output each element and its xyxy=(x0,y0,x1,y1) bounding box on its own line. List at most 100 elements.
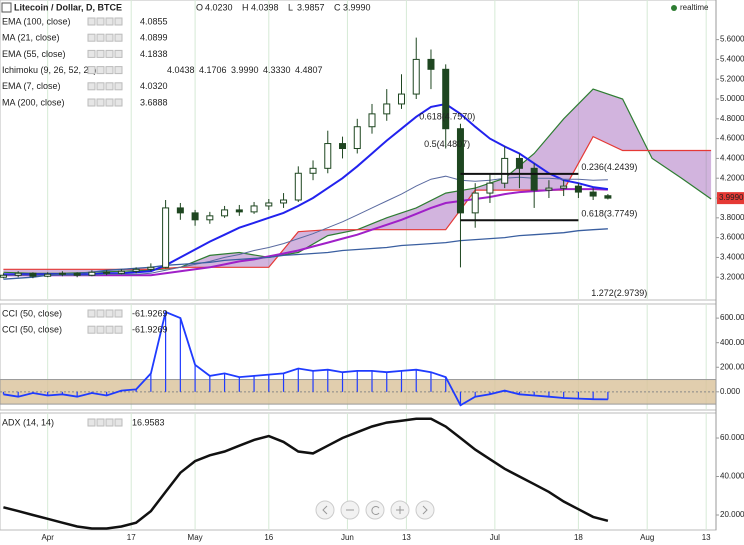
legend-button xyxy=(87,325,96,334)
legend-button xyxy=(87,49,96,58)
legend-name: CCI (50, close) xyxy=(2,325,62,335)
legend-button xyxy=(96,82,105,91)
candle-body xyxy=(353,126,361,150)
y-tick-label: 3.4000 xyxy=(720,253,744,262)
legend-button xyxy=(114,418,123,427)
candle-body xyxy=(221,209,229,217)
legend-button xyxy=(87,17,96,26)
candle-body xyxy=(427,58,435,70)
legend-name: ADX (14, 14) xyxy=(2,417,54,427)
y-tick-label: 4.2000 xyxy=(720,173,744,182)
candle-body xyxy=(88,271,96,276)
y-tick-label: 400.000 xyxy=(720,338,744,347)
last-price-label: 3.9990 xyxy=(719,193,744,202)
candle-body xyxy=(604,195,612,199)
y-tick-label: 3.8000 xyxy=(720,213,744,222)
candle-body xyxy=(456,128,464,214)
legend-value: 4.3330 xyxy=(263,65,291,75)
legend-value: 4.4807 xyxy=(295,65,323,75)
fib-label: 0.236(4.2439) xyxy=(581,162,637,172)
legend-button xyxy=(114,309,123,318)
legend-button xyxy=(105,33,114,42)
legend-name: EMA (55, close) xyxy=(2,49,66,59)
ohlc-name: H xyxy=(242,2,249,12)
legend-name: EMA (100, close) xyxy=(2,16,71,26)
x-tick-label: 16 xyxy=(264,533,273,542)
candle-body xyxy=(147,266,155,270)
x-tick-label: Jul xyxy=(490,533,500,542)
legend-button xyxy=(105,66,114,75)
collapse-icon[interactable] xyxy=(1,2,12,13)
candle-body xyxy=(280,199,288,204)
legend-button xyxy=(87,98,96,107)
candle-body xyxy=(324,143,332,169)
nav-icon xyxy=(422,505,428,515)
candle-body xyxy=(162,207,170,268)
legend-button xyxy=(105,17,114,26)
cci-line xyxy=(3,310,608,407)
nav-icon xyxy=(322,505,328,515)
legend-button xyxy=(96,66,105,75)
legend-button xyxy=(114,82,123,91)
legend-button xyxy=(96,49,105,58)
candle-body xyxy=(397,93,405,105)
candle-body xyxy=(73,272,81,276)
candle-body xyxy=(44,273,52,277)
fib-label: 0.618(4.7570) xyxy=(419,111,475,121)
y-tick-label: 3.6000 xyxy=(720,233,744,242)
candle-body xyxy=(132,268,140,272)
legend-button xyxy=(96,325,105,334)
legend-button xyxy=(114,49,123,58)
legend-button xyxy=(96,33,105,42)
legend-button xyxy=(114,33,123,42)
candle-body xyxy=(206,215,214,221)
candle-body xyxy=(442,68,450,130)
legend-name: MA (200, close) xyxy=(2,97,65,107)
nav-button[interactable] xyxy=(315,500,335,520)
candle-body xyxy=(560,185,568,189)
y-tick-label: 40.000 xyxy=(720,472,744,481)
ohlc-value: 4.0398 xyxy=(251,2,279,12)
fib-label: 0.5(4.4807) xyxy=(424,139,470,149)
candle-body xyxy=(383,103,391,115)
ohlc-name: C xyxy=(334,2,341,12)
legend-button xyxy=(87,66,96,75)
legend-value: -61.9269 xyxy=(132,308,168,318)
legend-value: -61.9269 xyxy=(132,325,168,335)
nav-button[interactable] xyxy=(415,500,435,520)
legend-button xyxy=(87,309,96,318)
legend-button xyxy=(114,66,123,75)
legend-value: 4.0855 xyxy=(140,16,168,26)
candle-body xyxy=(501,157,509,184)
nav-button[interactable] xyxy=(365,500,385,520)
candle-body xyxy=(412,58,420,95)
legend-button xyxy=(96,418,105,427)
y-tick-label: 5.6000 xyxy=(720,35,744,44)
x-tick-label: 13 xyxy=(402,533,411,542)
x-tick-label: 13 xyxy=(702,533,711,542)
legend-name: CCI (50, close) xyxy=(2,308,62,318)
y-tick-label: 0.000 xyxy=(720,387,741,396)
candle-body xyxy=(103,271,111,274)
candle-body xyxy=(294,172,302,201)
legend-button xyxy=(87,82,96,91)
y-tick-label: 5.2000 xyxy=(720,74,744,83)
legend-button xyxy=(87,418,96,427)
candle-body xyxy=(368,113,376,128)
candle-body xyxy=(29,272,37,277)
y-tick-label: 5.4000 xyxy=(720,55,744,64)
legend-name: Ichimoku (9, 26, 52, 26) xyxy=(2,65,97,75)
x-tick-label: 18 xyxy=(574,533,583,542)
legend-button xyxy=(105,418,114,427)
candle-body xyxy=(191,212,199,221)
status-dot xyxy=(671,5,677,11)
indicator-line xyxy=(3,188,608,277)
x-tick-label: Apr xyxy=(41,533,54,542)
y-tick-label: 60.000 xyxy=(720,433,744,442)
nav-icon xyxy=(371,506,380,515)
ohlc-value: 3.9990 xyxy=(343,2,371,12)
legend-value: 16.9583 xyxy=(132,417,165,427)
candle-body xyxy=(574,185,582,193)
y-tick-label: 4.8000 xyxy=(720,114,744,123)
